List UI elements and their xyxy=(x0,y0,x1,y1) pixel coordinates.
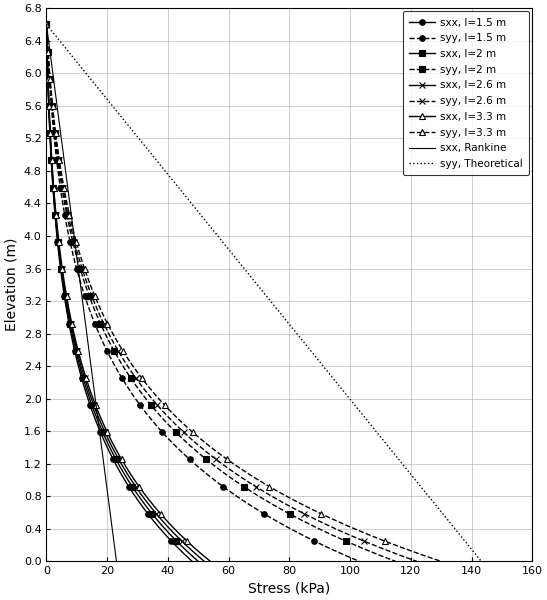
Legend: sxx, l=1.5 m, syy, l=1.5 m, sxx, l=2 m, syy, l=2 m, sxx, l=2.6 m, syy, l=2.6 m, : sxx, l=1.5 m, syy, l=1.5 m, sxx, l=2 m, … xyxy=(403,11,529,175)
X-axis label: Stress (kPa): Stress (kPa) xyxy=(248,582,330,596)
Y-axis label: Elevation (m): Elevation (m) xyxy=(4,238,18,331)
